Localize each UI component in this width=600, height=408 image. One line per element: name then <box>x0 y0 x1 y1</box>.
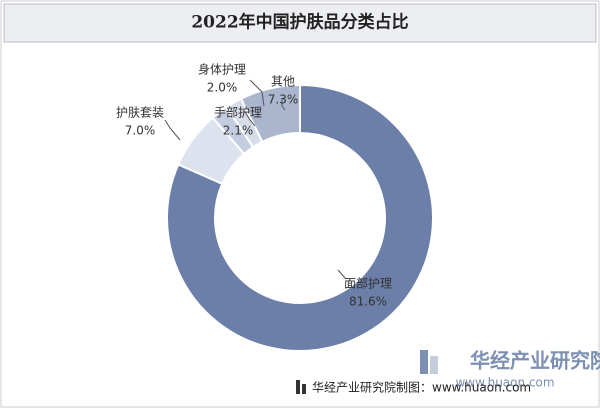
logo-name: 华经产业研究院 <box>470 349 600 373</box>
title-bar <box>3 3 597 43</box>
value-label: 2.1% <box>223 124 254 138</box>
value-label: 81.6% <box>349 295 387 309</box>
logo-icon <box>430 356 438 374</box>
value-label: 7.0% <box>125 124 156 138</box>
segment-label: 手部护理 <box>214 105 262 120</box>
segment-label: 护肤套装 <box>116 105 164 120</box>
logo-url: www.huaon.com <box>455 376 554 390</box>
segment-label: 其他 <box>271 75 295 89</box>
value-label: 2.0% <box>207 81 238 95</box>
footer: 华经产业研究院制图：www.huaon.com <box>312 380 531 395</box>
segment-label: 面部护理 <box>344 276 392 291</box>
donut <box>166 83 434 352</box>
value-label: 7.3% <box>268 93 299 107</box>
segment-label: 身体护理 <box>198 62 246 77</box>
leader-lines <box>164 79 346 279</box>
chart-title: 2022年中国护肤品分类占比 <box>191 12 408 33</box>
donut-segment <box>166 83 434 352</box>
footer-icon <box>302 384 306 394</box>
footer-icon <box>296 380 300 394</box>
donut-segment <box>239 83 301 144</box>
logo-icon <box>420 350 428 374</box>
